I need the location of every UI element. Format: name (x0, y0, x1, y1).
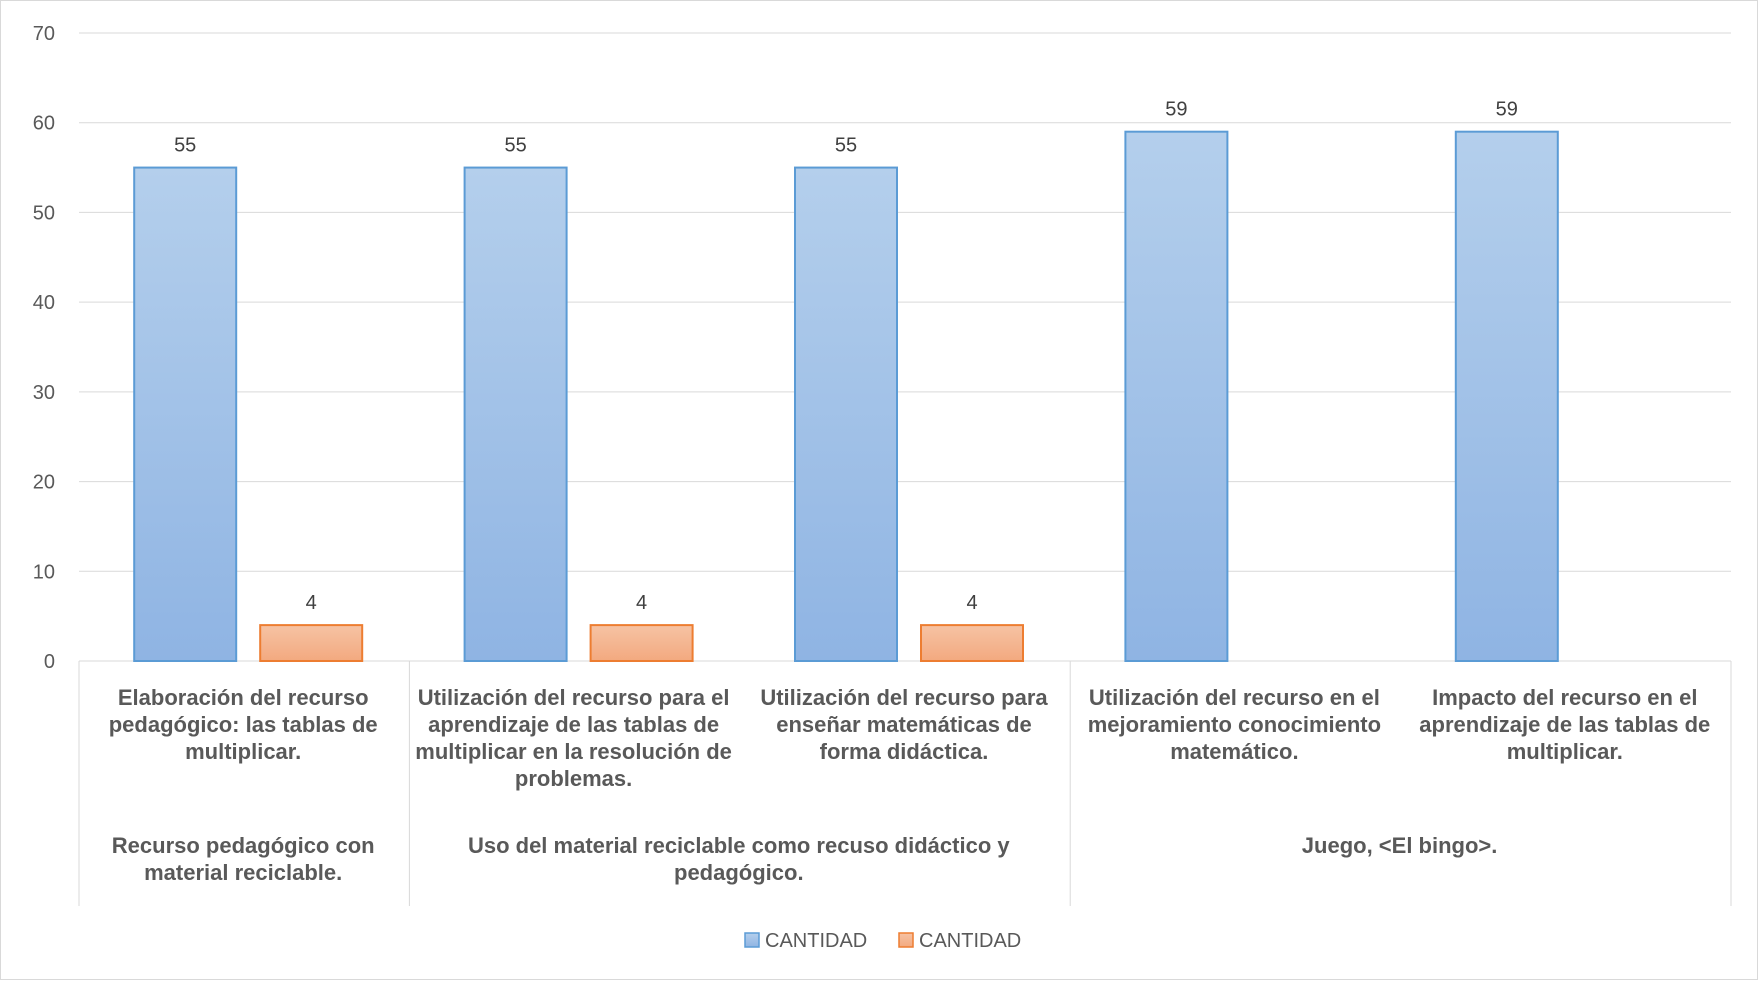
category-label: Utilización del recurso para el aprendiz… (415, 685, 732, 791)
y-tick-label: 20 (33, 472, 55, 494)
bar-orange-1 (589, 624, 694, 662)
bar-blue-3 (1124, 130, 1229, 662)
y-tick-label: 70 (33, 23, 55, 45)
bar-blue-4 (1454, 130, 1559, 662)
bar-blue-2 (794, 166, 898, 662)
bar-blue-1 (463, 166, 568, 662)
data-label: 55 (835, 135, 857, 157)
legend-swatch (744, 932, 760, 948)
y-tick-label: 0 (44, 651, 55, 673)
y-tick-label: 10 (33, 561, 55, 583)
legend-label: CANTIDAD (765, 930, 867, 952)
data-label: 55 (174, 135, 196, 157)
group-label: Juego, <El bingo>. (1301, 833, 1498, 858)
y-tick-label: 40 (33, 292, 55, 314)
category-label: Utilización del recurso en el mejoramien… (1087, 685, 1382, 764)
group-label: Recurso pedagógico con material reciclab… (111, 833, 375, 885)
data-label: 59 (1496, 99, 1518, 121)
data-label: 4 (636, 592, 647, 614)
bar-orange-2 (920, 624, 1024, 662)
bar-blue-0 (133, 166, 238, 662)
y-tick-label: 60 (33, 113, 55, 135)
group-label: Uso del material reciclable como recuso … (467, 833, 1010, 885)
category-label: Impacto del recurso en el aprendizaje de… (1419, 685, 1711, 764)
data-label: 55 (504, 135, 526, 157)
data-label: 59 (1165, 99, 1187, 121)
legend-label: CANTIDAD (919, 930, 1021, 952)
legend-swatch (898, 932, 914, 948)
data-label: 4 (966, 592, 977, 614)
y-tick-label: 50 (33, 202, 55, 224)
category-label: Elaboración del recurso pedagógico: las … (108, 685, 378, 764)
category-label: Utilización del recurso para enseñar mat… (760, 685, 1048, 764)
bar-orange-0 (259, 624, 364, 662)
y-tick-label: 30 (33, 382, 55, 404)
data-label: 4 (306, 592, 317, 614)
